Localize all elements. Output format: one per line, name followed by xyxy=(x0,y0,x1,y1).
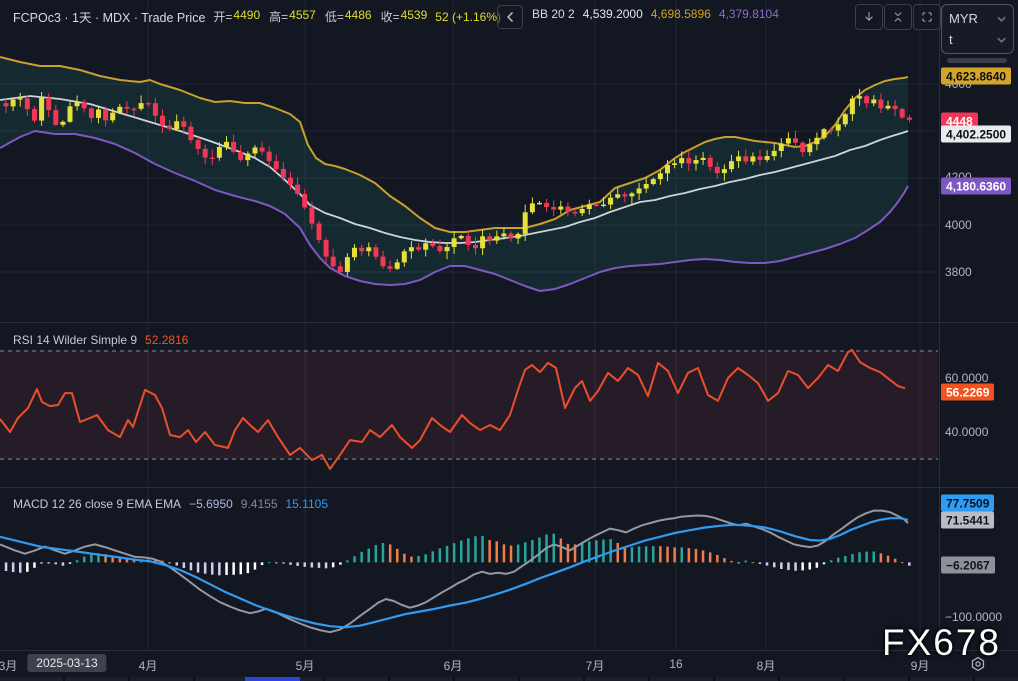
bb-title: BB 20 2 xyxy=(532,7,575,21)
collapse-pane-icon xyxy=(891,10,905,24)
collapse-pane-button[interactable] xyxy=(884,4,912,30)
main-legend: FCPOc3 · 1天 · MDX · Trade Price 开=4490 高=… xyxy=(13,7,501,26)
ohlc-low: 低=4486 xyxy=(325,8,372,25)
symbol-settings-panel: MYR t xyxy=(941,4,1014,54)
chevron-down-icon xyxy=(997,37,1006,43)
ohlc-close-value: 4539 xyxy=(401,8,428,25)
time-axis-label: 5月 xyxy=(296,657,315,674)
chevron-left-icon xyxy=(504,11,516,23)
arrow-down-icon xyxy=(862,10,876,24)
fx678-watermark: FX678 xyxy=(882,622,1001,664)
chevron-down-icon xyxy=(997,16,1006,22)
change-value: 52 (+1.16%) xyxy=(435,10,501,24)
ohlc-open-value: 4490 xyxy=(233,8,260,25)
trading-chart-app: FCPOc3 · 1天 · MDX · Trade Price 开=4490 高=… xyxy=(0,0,1018,681)
ohlc-open: 开=4490 xyxy=(213,8,260,25)
time-axis-label: 7月 xyxy=(586,657,605,674)
macd-histogram xyxy=(5,534,911,576)
macd-axis[interactable]: −100.000077.750971.5441−6.2067 xyxy=(940,0,1018,650)
macd-line-value: 9.4155 xyxy=(241,497,278,511)
ohlc-high-value: 4557 xyxy=(289,8,316,25)
time-axis-label: 4月 xyxy=(139,657,158,674)
bottom-strip-active-segment[interactable] xyxy=(245,677,300,681)
bb-upper-value: 4,698.5896 xyxy=(651,7,711,21)
time-axis-label: 8月 xyxy=(757,657,776,674)
bb-lower-value: 4,379.8104 xyxy=(719,7,779,21)
unit-value: t xyxy=(949,32,953,47)
time-axis-label: 6月 xyxy=(444,657,463,674)
axis-value-badge: 77.7509 xyxy=(941,495,994,512)
collapse-legend-button[interactable] xyxy=(497,5,523,29)
unit-dropdown[interactable]: t xyxy=(949,32,1006,47)
rsi-value: 52.2816 xyxy=(145,333,188,347)
bb-basis-value: 4,539.2000 xyxy=(583,7,643,21)
ohlc-high-label: 高= xyxy=(269,8,288,25)
symbol-title: FCPOc3 · 1天 · MDX · Trade Price xyxy=(13,7,205,26)
ohlc-open-label: 开= xyxy=(213,8,232,25)
ohlc-high: 高=4557 xyxy=(269,8,316,25)
time-axis-label: 16 xyxy=(669,657,682,671)
macd-legend: MACD 12 26 close 9 EMA EMA −5.6950 9.415… xyxy=(13,497,328,511)
ohlc-values: 开=4490 高=4557 低=4486 收=4539 xyxy=(213,8,427,25)
rsi-legend: RSI 14 Wilder Simple 9 52.2816 xyxy=(13,333,188,347)
macd-signal-value: 15.1105 xyxy=(286,497,329,511)
bb-legend: BB 20 2 4,539.2000 4,698.5896 4,379.8104 xyxy=(532,7,779,21)
macd-signal-line xyxy=(0,518,908,627)
currency-dropdown[interactable]: MYR xyxy=(949,11,1006,26)
ohlc-low-value: 4486 xyxy=(345,8,372,25)
bottom-taskbar-strip xyxy=(0,677,1018,681)
macd-hist-value: −5.6950 xyxy=(189,497,233,511)
screenshot-icon xyxy=(920,10,934,24)
axis-value-badge: 71.5441 xyxy=(941,512,994,529)
rsi-title: RSI 14 Wilder Simple 9 xyxy=(13,333,137,347)
axis-value-badge: −6.2067 xyxy=(941,557,995,574)
ohlc-low-label: 低= xyxy=(325,8,344,25)
macd-title: MACD 12 26 close 9 EMA EMA xyxy=(13,497,181,511)
time-axis[interactable]: 3月4月5月6月7月168月9月2025-03-13 xyxy=(0,650,1018,677)
currency-value: MYR xyxy=(949,11,978,26)
crosshair-date-badge: 2025-03-13 xyxy=(27,654,106,672)
ohlc-close-label: 收= xyxy=(381,8,400,25)
scroll-to-recent-button[interactable] xyxy=(855,4,883,30)
screenshot-button[interactable] xyxy=(913,4,941,30)
axis-scrollbar[interactable] xyxy=(947,58,1007,63)
ohlc-close: 收=4539 xyxy=(381,8,428,25)
time-axis-label: 3月 xyxy=(0,657,17,674)
